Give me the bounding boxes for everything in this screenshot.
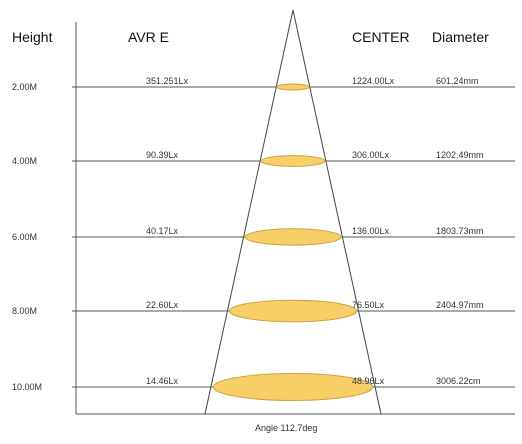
row-diameter-label: 3006.22cm [436, 376, 481, 386]
height-row: 6.00M 40.17Lx 136.00Lx 1803.73mm [12, 226, 515, 246]
row-avr-label: 40.17Lx [146, 226, 179, 236]
row-center-label: 306.00Lx [352, 150, 390, 160]
height-row: 2.00M 351.251Lx 1224.00Lx 601.24mm [12, 76, 515, 92]
light-spot [276, 83, 310, 91]
row-center-label: 48.96Lx [352, 376, 385, 386]
height-row: 10.00M 14.46Lx 48.96Lx 3006.22cm [12, 373, 515, 401]
row-center-label: 1224.00Lx [352, 76, 395, 86]
beam-edge-left [204, 9, 294, 415]
beam-edge-right [292, 9, 382, 415]
row-diameter-label: 2404.97mm [436, 300, 484, 310]
beam-cone [204, 9, 382, 415]
row-diameter-label: 601.24mm [436, 76, 479, 86]
row-height-label: 2.00M [12, 82, 37, 92]
row-avr-label: 22.60Lx [146, 300, 179, 310]
height-row: 8.00M 22.60Lx 76.50Lx 2404.97mm [12, 299, 515, 323]
light-spot [212, 373, 374, 401]
row-avr-label: 14.46Lx [146, 376, 179, 386]
row-center-label: 76.50Lx [352, 300, 385, 310]
header-diameter: Diameter [432, 29, 489, 45]
light-spot [244, 228, 342, 246]
row-height-label: 8.00M [12, 306, 37, 316]
row-diameter-label: 1202.49mm [436, 150, 484, 160]
light-spot [228, 299, 358, 323]
row-height-label: 6.00M [12, 232, 37, 242]
row-height-label: 4.00M [12, 156, 37, 166]
row-diameter-label: 1803.73mm [436, 226, 484, 236]
header-center: CENTER [352, 29, 410, 45]
height-rows: 2.00M 351.251Lx 1224.00Lx 601.24mm 4.00M 90.3… [12, 76, 515, 401]
header-avr-e: AVR E [128, 29, 169, 45]
header-height: Height [12, 29, 53, 45]
row-center-label: 136.00Lx [352, 226, 390, 236]
row-avr-label: 351.251Lx [146, 76, 189, 86]
height-row: 4.00M 90.39Lx 306.00Lx 1202.49mm [12, 150, 515, 167]
row-height-label: 10.00M [12, 382, 42, 392]
beam-angle-label: Angle 112.7deg [255, 423, 317, 433]
row-avr-label: 90.39Lx [146, 150, 179, 160]
light-spot [260, 155, 326, 167]
